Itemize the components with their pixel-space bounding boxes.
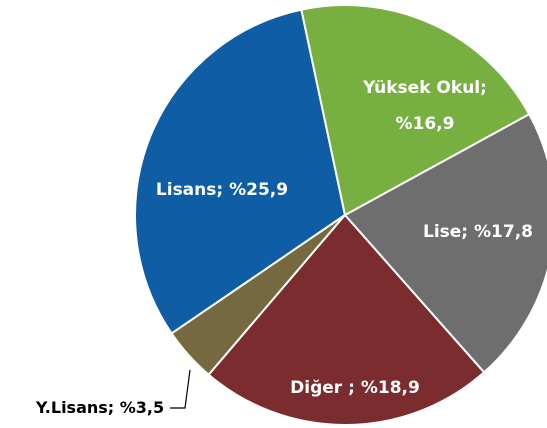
pie-slice xyxy=(134,8,347,335)
pie-slice xyxy=(300,4,531,217)
data-label: Y.Lisans; %3,5 xyxy=(35,398,165,417)
data-label: Lisans; %25,9 xyxy=(155,180,289,200)
data-label: Diğer ; %18,9 xyxy=(290,378,420,398)
pie-slice xyxy=(343,112,547,374)
data-label: Yüksek Okul; %16,9 xyxy=(363,78,487,134)
leader-line xyxy=(170,369,191,409)
pie-slice xyxy=(207,213,486,426)
data-label: Lise; %17,8 xyxy=(422,222,533,242)
